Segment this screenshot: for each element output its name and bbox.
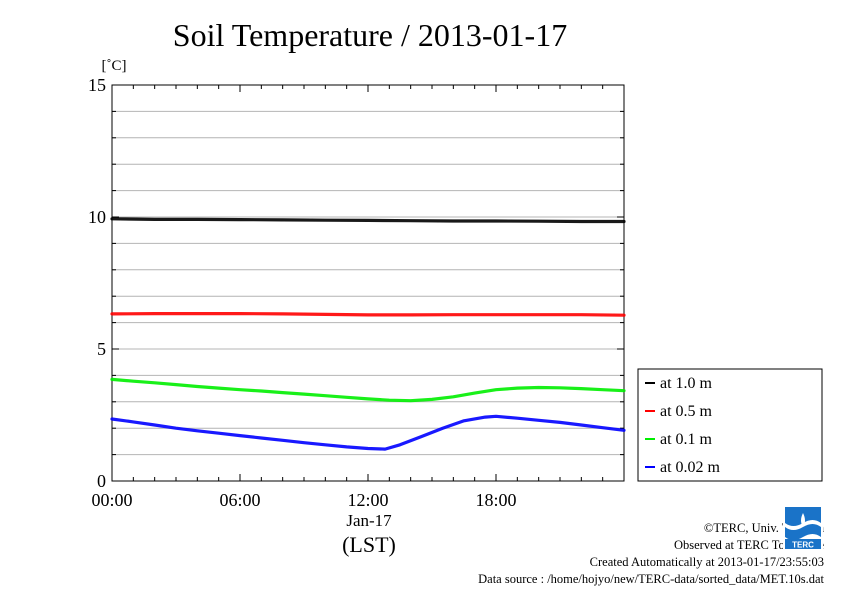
series-line bbox=[110, 217, 626, 224]
legend-entry-label: at 1.0 m bbox=[660, 375, 713, 392]
series-line bbox=[110, 312, 626, 317]
terc-logo-icon: TERC bbox=[783, 503, 823, 551]
x-tick-label: 18:00 bbox=[475, 490, 516, 510]
legend-entry-label: at 0.02 m bbox=[660, 459, 721, 476]
x-axis: 00:00 06:00 12:00 18:00 bbox=[91, 85, 625, 510]
y-axis: 0 5 10 15 bbox=[88, 75, 624, 491]
series-line bbox=[110, 414, 626, 451]
series-line bbox=[110, 377, 626, 403]
y-tick-label: 10 bbox=[88, 207, 106, 227]
x-axis-label: (LST) bbox=[342, 532, 396, 557]
created-text: Created Automatically at 2013-01-17/23:5… bbox=[589, 555, 824, 569]
x-tick-label: 06:00 bbox=[219, 490, 260, 510]
legend: at 1.0 m at 0.5 m at 0.1 m at 0.02 m bbox=[637, 368, 823, 482]
x-tick-label: 12:00 bbox=[347, 490, 388, 510]
data-source-text: Data source : /home/hojyo/new/TERC-data/… bbox=[478, 572, 824, 586]
series-layer bbox=[110, 217, 626, 451]
legend-box bbox=[637, 368, 823, 482]
grid-lines bbox=[112, 110, 624, 456]
y-axis-unit-label: [˚C] bbox=[102, 58, 127, 74]
legend-entry-label: at 0.5 m bbox=[660, 403, 713, 420]
chart-title: Soil Temperature / 2013-01-17 bbox=[173, 17, 567, 53]
legend-entry-label: at 0.1 m bbox=[660, 431, 713, 448]
x-axis-date-label: Jan-17 bbox=[346, 511, 392, 530]
svg-text:TERC: TERC bbox=[792, 541, 814, 550]
y-tick-label: 15 bbox=[88, 75, 106, 95]
y-tick-label: 5 bbox=[97, 339, 106, 359]
x-tick-label: 00:00 bbox=[91, 490, 132, 510]
y-tick-label: 0 bbox=[97, 471, 106, 491]
